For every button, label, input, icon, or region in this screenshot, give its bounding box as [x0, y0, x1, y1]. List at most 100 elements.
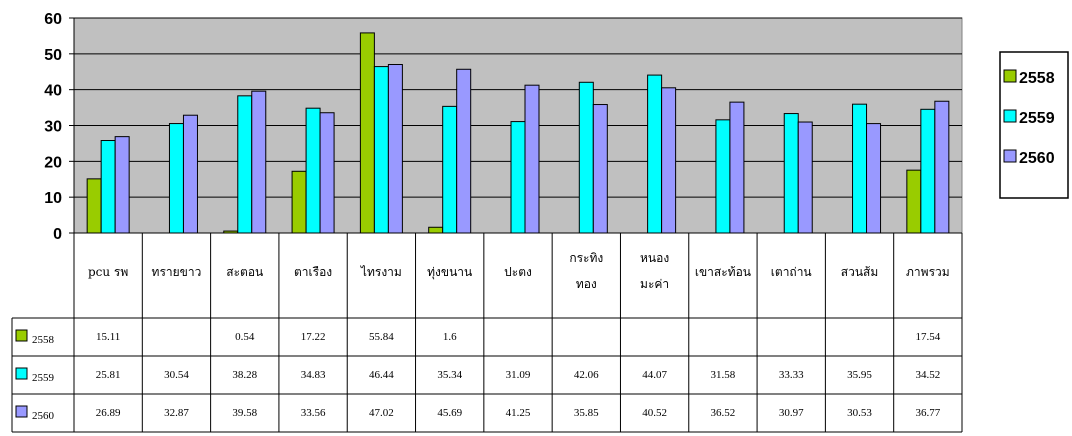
data-label: 26.89: [96, 407, 121, 419]
bar-2560: [729, 101, 745, 234]
bar-2560: [661, 87, 677, 234]
bar-2559: [237, 95, 253, 234]
data-label: 39.58: [232, 407, 257, 419]
data-label: 17.22: [301, 331, 326, 343]
data-label: 42.06: [574, 369, 599, 381]
legend-key-2558: [1003, 69, 1017, 83]
data-label: 30.54: [164, 369, 189, 381]
y-tick-label: 10: [44, 190, 62, 207]
data-label: 34.83: [301, 369, 326, 381]
row-key-2558: [15, 329, 28, 342]
data-label: 30.97: [779, 407, 804, 419]
data-label: 15.11: [96, 331, 120, 343]
data-label: 35.85: [574, 407, 599, 419]
category-label: เขาสะท้อน: [695, 265, 751, 279]
data-label: 25.81: [96, 369, 121, 381]
row-key-2559: [15, 367, 28, 380]
data-label: 34.52: [915, 369, 940, 381]
bar-2558: [359, 32, 375, 234]
row-label: 2559: [32, 372, 55, 384]
bar-2560: [182, 114, 198, 234]
data-label: 46.44: [369, 369, 394, 381]
data-label: 47.02: [369, 407, 394, 419]
bar-2560: [319, 112, 335, 234]
data-label: 44.07: [642, 369, 667, 381]
data-label: 31.09: [506, 369, 531, 381]
bar-2559: [783, 113, 799, 234]
row-label: 2558: [32, 334, 55, 346]
data-label: 45.69: [437, 407, 462, 419]
legend: 2558 2559 2560: [999, 51, 1069, 199]
y-tick-label: 60: [44, 11, 62, 28]
bar-2558: [291, 170, 307, 234]
legend-label: 2560: [1019, 150, 1055, 167]
data-label: 32.87: [164, 407, 189, 419]
category-label: สวนส้ม: [841, 265, 879, 279]
legend-key-2559: [1003, 109, 1017, 123]
data-label: 33.33: [779, 369, 804, 381]
bar-2560: [114, 136, 130, 234]
category-label: ไทรงาม: [360, 265, 402, 279]
category-label: ปะตง: [504, 265, 532, 279]
bar-2560: [387, 64, 403, 234]
bar-2559: [510, 121, 526, 234]
bar-2559: [715, 119, 731, 234]
legend-label: 2559: [1019, 110, 1055, 127]
category-label: สะตอน: [226, 265, 263, 279]
data-label: 35.34: [437, 369, 462, 381]
bar-2559: [442, 105, 458, 234]
category-label: เตาถ่าน: [771, 265, 812, 279]
bar-2560: [251, 90, 267, 234]
bar-2559: [305, 107, 321, 234]
data-label: 17.54: [915, 331, 940, 343]
y-tick-label: 50: [44, 47, 62, 64]
bar-2559: [647, 74, 663, 234]
category-label: มะค่า: [640, 277, 669, 291]
category-label: กระทิง: [569, 251, 603, 265]
bar-2559: [100, 140, 116, 234]
data-label: 33.56: [301, 407, 326, 419]
row-key-2560: [15, 405, 28, 418]
category-label: ทรายขาว: [152, 265, 202, 279]
bar-2560: [866, 123, 882, 234]
bar-2559: [578, 81, 594, 234]
bar-2560: [524, 84, 540, 234]
data-label: 36.52: [711, 407, 736, 419]
legend-label: 2558: [1019, 70, 1055, 87]
bar-2560: [797, 121, 813, 234]
bar-2560: [592, 104, 608, 234]
data-label: 31.58: [711, 369, 736, 381]
bar-2560: [934, 100, 950, 234]
legend-key-2560: [1003, 149, 1017, 163]
data-label: 36.77: [915, 407, 940, 419]
data-table: pcu รพ ทรายขาว สะตอน ตาเรือง ไทรงาม ทุ่งขนาน ป…: [11, 232, 963, 433]
bar-2559: [168, 123, 184, 234]
y-tick-label: 0: [53, 226, 62, 243]
data-label: 1.6: [443, 331, 457, 343]
category-label: ภาพรวม: [906, 265, 950, 279]
data-label: 38.28: [232, 369, 257, 381]
bar-2559: [373, 66, 389, 234]
data-label: 30.53: [847, 407, 872, 419]
y-tick-label: 30: [44, 119, 62, 136]
bar-2558: [86, 178, 102, 234]
category-label: ทุ่งขนาน: [427, 265, 472, 280]
y-tick-label: 40: [44, 83, 62, 100]
row-label: 2560: [32, 410, 55, 422]
category-label: หนอง: [640, 251, 669, 265]
bar-2558: [428, 226, 444, 234]
category-label: pcu รพ: [88, 265, 128, 279]
data-label: 35.95: [847, 369, 872, 381]
category-label: ตาเรือง: [294, 265, 332, 279]
plot-area: 0 10 20 30 40 50 60: [44, 11, 963, 243]
bar-2560: [456, 68, 472, 234]
bar-2559: [852, 103, 868, 234]
bar-2558: [906, 169, 922, 234]
bar-2559: [920, 108, 936, 234]
data-label: 41.25: [506, 407, 531, 419]
category-label: ทอง: [576, 277, 597, 291]
y-tick-label: 20: [44, 154, 62, 171]
data-label: 0.54: [235, 331, 255, 343]
data-label: 55.84: [369, 331, 394, 343]
